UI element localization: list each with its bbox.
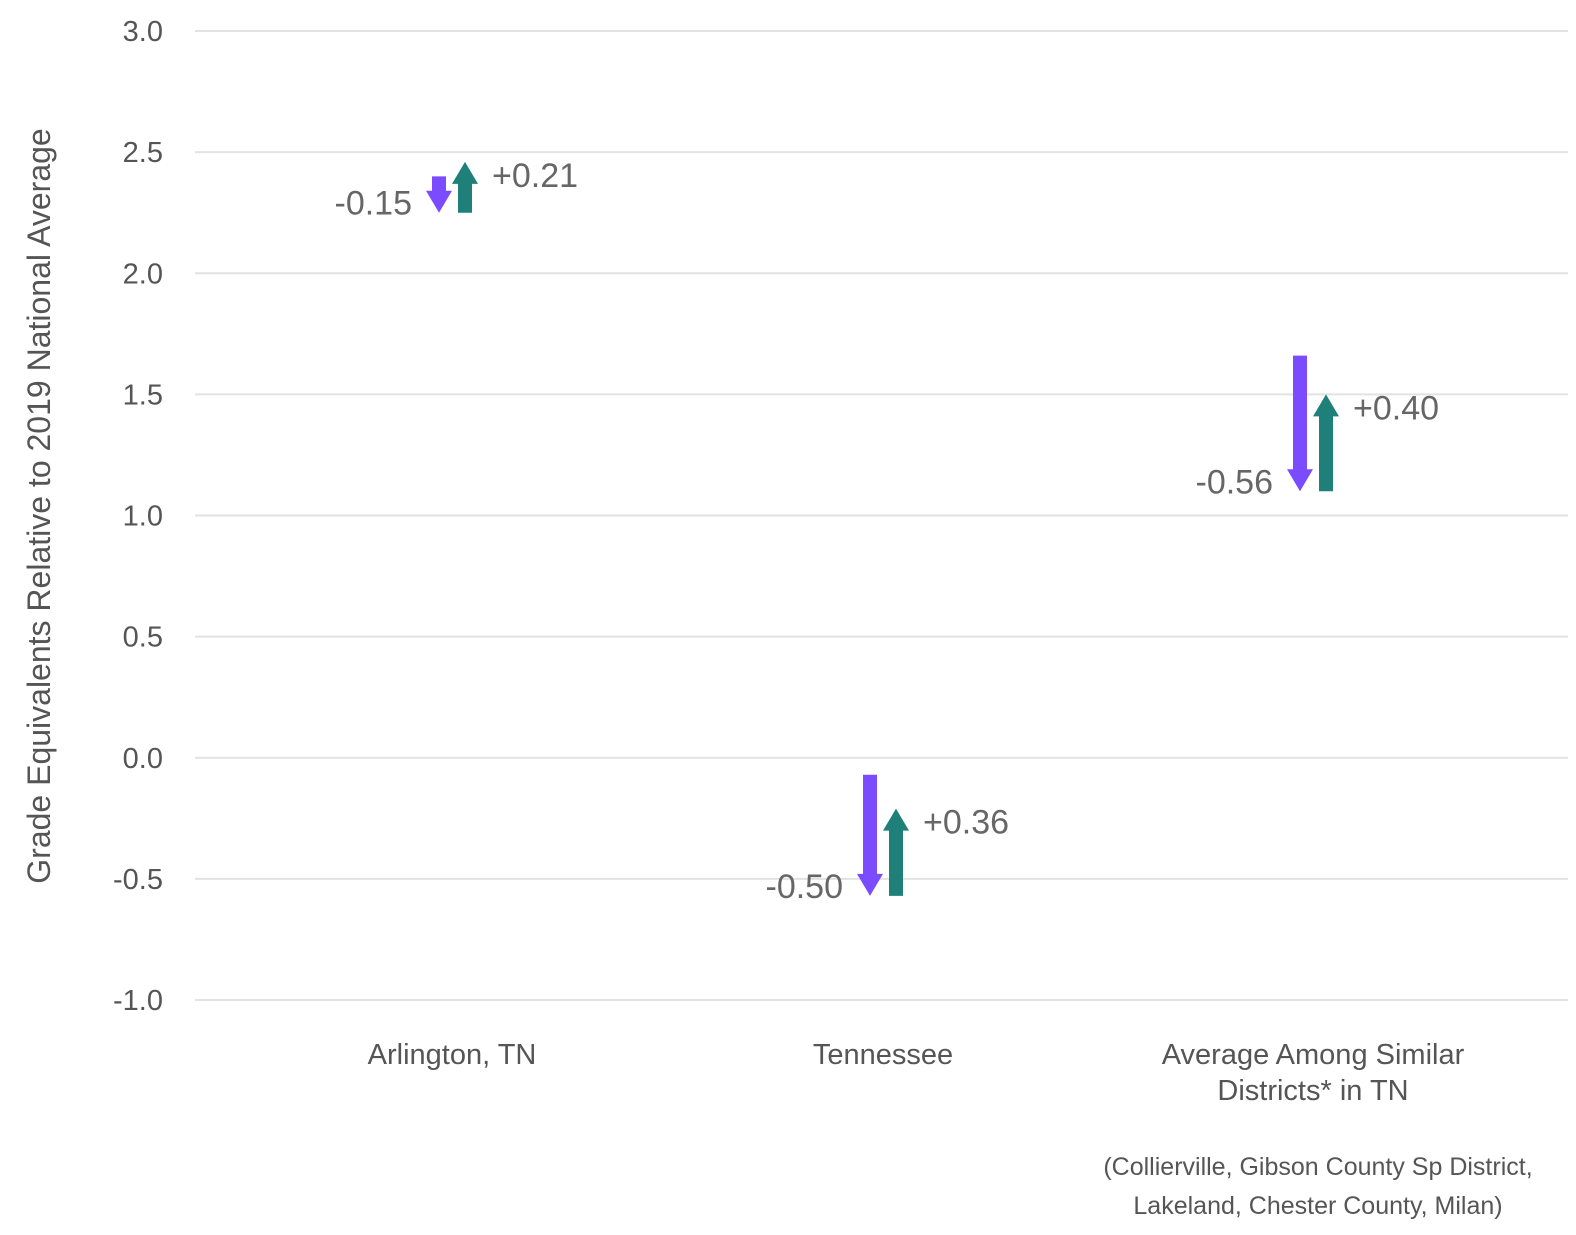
decline-arrow <box>1287 355 1313 492</box>
footnote-line: Lakeland, Chester County, Milan) <box>1133 1192 1502 1220</box>
y-tick-label: 0.0 <box>123 743 163 775</box>
decline-value-label: -0.56 <box>1196 463 1274 501</box>
y-tick-label: 2.5 <box>123 137 163 169</box>
y-tick-label: 3.0 <box>123 16 163 48</box>
y-tick-label: 2.0 <box>123 258 163 290</box>
y-tick-label: 1.5 <box>123 379 163 411</box>
recovery-arrow <box>452 161 478 213</box>
recovery-value-label: +0.21 <box>492 157 578 195</box>
recovery-arrow <box>883 808 909 896</box>
decline-arrow <box>426 176 452 213</box>
category-label: Arlington, TN <box>368 1039 537 1071</box>
recovery-value-label: +0.40 <box>1353 389 1439 427</box>
recovery-value-label: +0.36 <box>923 804 1009 842</box>
y-axis-title: Grade Equivalents Relative to 2019 Natio… <box>21 128 57 883</box>
value-labels: -0.15 +0.21 -0.50 +0.36 -0.56 +0.40 <box>335 157 1440 906</box>
y-tick-label: 1.0 <box>123 501 163 533</box>
category-label: Average Among Similar <box>1162 1039 1465 1071</box>
category-label: Districts* in TN <box>1217 1075 1408 1107</box>
decline-value-label: -0.50 <box>766 868 844 906</box>
category-label: Tennessee <box>813 1039 953 1071</box>
arrow-marks <box>426 161 1339 896</box>
decline-value-label: -0.15 <box>335 185 413 223</box>
category-labels: Arlington, TN Tennessee Average Among Simi… <box>368 1039 1465 1107</box>
grid-lines <box>195 30 1568 1001</box>
y-tick-label: -0.5 <box>113 864 163 896</box>
y-tick-label: -1.0 <box>113 985 163 1017</box>
y-tick-label: 0.5 <box>123 622 163 654</box>
recovery-arrow <box>1313 394 1339 492</box>
y-axis-ticks: 3.0 2.5 2.0 1.5 1.0 0.5 0.0 -0.5 -1.0 <box>113 16 163 1017</box>
footnote: (Collierville, Gibson County Sp District… <box>1103 1153 1532 1220</box>
decline-arrow <box>857 774 883 896</box>
footnote-line: (Collierville, Gibson County Sp District… <box>1103 1153 1532 1181</box>
